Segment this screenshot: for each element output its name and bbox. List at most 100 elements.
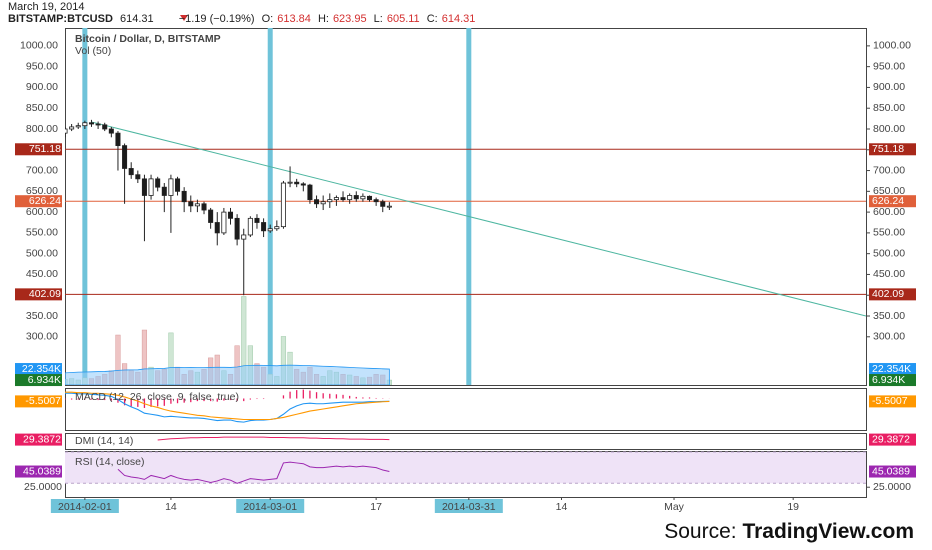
- candle-body: [333, 197, 339, 201]
- symbol: BITSTAMP:BTCUSD: [8, 13, 113, 25]
- candle-body: [122, 145, 128, 169]
- y-tick-label: 650.00: [873, 185, 905, 197]
- down-arrow: [180, 15, 188, 21]
- pane-title: DMI (14, 14): [75, 435, 133, 447]
- indicator-value-label-box: [869, 465, 916, 478]
- volume-label-box: [869, 374, 916, 387]
- volume-label-box: [15, 374, 62, 387]
- last-price: 614.31: [119, 13, 154, 25]
- y-tick-label: 1000.00: [873, 40, 911, 52]
- candle-body: [115, 132, 121, 147]
- layer: [65, 451, 866, 484]
- open-label: O:: [261, 13, 274, 25]
- source: Source: TradingView.com: [664, 520, 914, 544]
- candle-body: [294, 181, 300, 185]
- candle-body: [274, 226, 280, 230]
- panes: [65, 28, 867, 498]
- y-tick-label: 450.00: [26, 268, 58, 280]
- macd-value-label: -5.5007: [25, 395, 61, 407]
- source-prefix: Source:: [664, 520, 737, 543]
- y-tick-label: 950.00: [26, 60, 58, 72]
- level-label-box: [15, 288, 62, 301]
- chart-title: Bitcoin / Dollar, D, BITSTAMP: [75, 33, 221, 45]
- layer: [65, 28, 866, 385]
- high-value: 623.95: [332, 13, 367, 25]
- macd-line: [65, 391, 390, 421]
- candle-body: [188, 201, 194, 207]
- x-tick-label: May: [664, 501, 685, 513]
- candle-body: [254, 217, 260, 223]
- candle-body: [353, 195, 359, 200]
- price-pane: [65, 28, 867, 386]
- level-label-box: [869, 195, 916, 208]
- candle-body: [88, 122, 94, 125]
- candle-body: [214, 222, 220, 234]
- candle-body: [261, 222, 267, 232]
- indicator-value-label-box: [869, 433, 916, 446]
- volume-bar: [234, 345, 240, 385]
- candle-body: [65, 128, 68, 134]
- y-tick-label: 350.00: [26, 310, 58, 322]
- indicator-value-label: 29.3872: [23, 433, 61, 445]
- volume-title: Vol (50): [75, 45, 111, 57]
- volume-ma-label-box: [869, 363, 916, 376]
- volume-ma-label: 22.354K: [22, 363, 61, 375]
- candle-body: [201, 203, 207, 211]
- trendline: [91, 121, 866, 317]
- header-quote: BITSTAMP:BTCUSD 614.31 −1.19 (−0.19%) O:…: [8, 13, 479, 25]
- y-tick-label: 900.00: [873, 81, 905, 93]
- y-tick-label: 300.00: [873, 331, 905, 343]
- level-label: 626.24: [29, 195, 61, 207]
- indicator-value-label: 45.0389: [23, 465, 61, 477]
- y-tick-label: 300.00: [26, 331, 58, 343]
- volume-bar: [141, 329, 148, 385]
- candle-body: [194, 203, 200, 207]
- level-label-box: [15, 195, 62, 208]
- pane-title: MACD (12, 26, close, 9, false, true): [75, 391, 239, 403]
- layer: 751.18 751.18 626.24 626.24 402.09 402.09 22.3…: [15, 33, 916, 513]
- indicator-line: [157, 436, 390, 441]
- volume-ma-label: 22.354K: [872, 363, 911, 375]
- candle-body: [128, 168, 134, 176]
- candle-body: [347, 195, 353, 201]
- candle-body: [373, 199, 379, 203]
- y-tick-label: 550.00: [26, 227, 58, 239]
- indicator-line: [117, 461, 390, 484]
- candle-body: [75, 125, 81, 128]
- candle-body: [320, 201, 326, 205]
- candle-body: [175, 178, 181, 192]
- band: [65, 451, 866, 484]
- candle-body: [267, 228, 273, 232]
- candle-body: [168, 178, 174, 196]
- y-tick-label: 700.00: [26, 164, 58, 176]
- candle-body: [360, 195, 366, 200]
- candle-body: [208, 209, 214, 223]
- y-tick-label: 600.00: [873, 206, 905, 218]
- candle-body: [227, 211, 234, 219]
- volume-ma-area: [65, 364, 390, 385]
- level-label: 751.18: [29, 143, 61, 155]
- candle-body: [102, 124, 108, 130]
- candle-body: [108, 128, 114, 134]
- x-tick-highlight: [236, 499, 305, 513]
- candle-body: [181, 190, 187, 203]
- y-tick-label: 650.00: [26, 185, 58, 197]
- candle-body: [386, 205, 392, 208]
- volume-ma-label-box: [15, 363, 62, 376]
- x-tick-highlight: [50, 499, 119, 513]
- level-label: 626.24: [872, 195, 904, 207]
- macd-value-label: -5.5007: [872, 395, 908, 407]
- y-tick-label: 600.00: [26, 206, 58, 218]
- candle-body: [95, 123, 101, 126]
- macd-pane: [65, 388, 867, 431]
- close-value: 614.31: [441, 13, 476, 25]
- indicator-value-label: 45.0389: [872, 465, 910, 477]
- candle-body: [314, 199, 320, 205]
- source-site: TradingView.com: [742, 520, 914, 543]
- level-label: 402.09: [29, 288, 61, 300]
- x-tick-label: 14: [165, 501, 177, 513]
- candle-body: [327, 199, 333, 203]
- candle-body: [380, 201, 386, 207]
